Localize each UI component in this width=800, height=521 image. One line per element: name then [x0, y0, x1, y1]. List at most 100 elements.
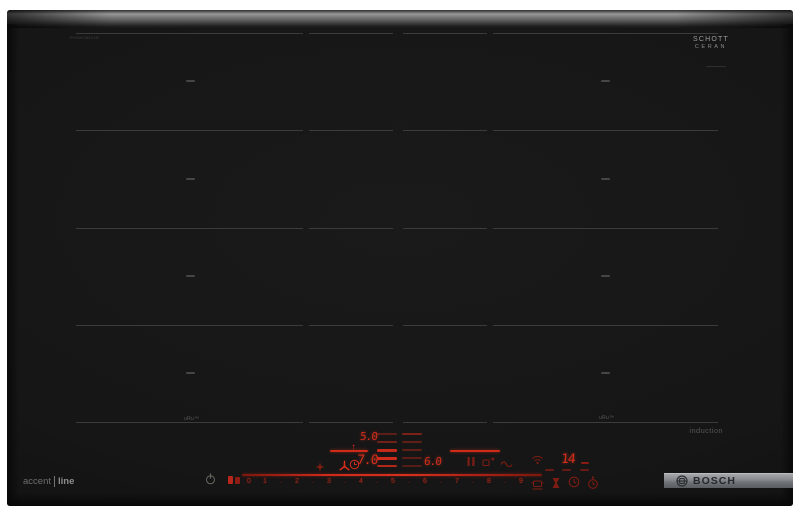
- slider-label[interactable]: ·: [343, 478, 347, 487]
- zone-line: [403, 228, 487, 229]
- zone-line: [493, 422, 718, 423]
- level-bar: [402, 465, 422, 467]
- flex-zone-icon[interactable]: [227, 475, 241, 486]
- power-slider[interactable]: [242, 474, 542, 476]
- pause-icon[interactable]: [466, 456, 476, 467]
- slider-label[interactable]: ·: [503, 478, 507, 487]
- active-zone-indicator: [330, 450, 368, 452]
- zone-line: [403, 33, 487, 34]
- arrow-up-icon[interactable]: ↑: [351, 442, 356, 453]
- slider-label[interactable]: 5: [391, 478, 395, 485]
- zone-line: [76, 130, 303, 131]
- power-slider-scale[interactable]: 0 1 · 2 · 3 · 4 · 5 · 6 · 7 · 8 · 9: [241, 478, 529, 487]
- zone-line: [309, 325, 393, 326]
- level-bar: [402, 441, 422, 443]
- bosch-anchor-icon: [676, 475, 688, 487]
- zone-line: [493, 325, 718, 326]
- front-zone-display: 7.0: [356, 453, 379, 468]
- right-zone-display: 6.0: [423, 455, 442, 468]
- zone-line: [493, 228, 718, 229]
- zone-line: [309, 422, 393, 423]
- zone-marker: [601, 275, 610, 277]
- level-bar: [402, 449, 422, 451]
- schott-ceran-logo: SCHOTT CERAN: [693, 36, 729, 50]
- level-bar: [377, 457, 397, 460]
- slider-label[interactable]: 2: [295, 478, 299, 485]
- clock-icon[interactable]: [568, 476, 580, 488]
- level-bar: [402, 457, 422, 459]
- slider-label[interactable]: ·: [439, 478, 443, 487]
- zone-line: [403, 130, 487, 131]
- zone-line: [309, 228, 393, 229]
- sparkle-icon[interactable]: [315, 462, 325, 472]
- rear-zone-display: 5.0: [359, 430, 378, 443]
- slider-label[interactable]: 0: [247, 478, 251, 485]
- slider-label[interactable]: ·: [311, 478, 315, 487]
- induction-label: induction: [689, 426, 723, 435]
- zone-marker: [186, 178, 195, 180]
- bosch-logo-bar: BOSCH: [664, 473, 793, 488]
- slider-label[interactable]: 7: [455, 478, 459, 485]
- schott-text: SCHOTT: [693, 36, 729, 43]
- zone-marker: [186, 275, 195, 277]
- stopwatch-icon[interactable]: [587, 476, 599, 489]
- power-icon[interactable]: [205, 473, 216, 485]
- top-bevel-edge: [7, 10, 793, 28]
- slider-label[interactable]: ·: [471, 478, 475, 487]
- accent-line-divider: [54, 476, 55, 487]
- slider-label[interactable]: 4: [359, 478, 363, 485]
- zone-marker: [186, 80, 195, 82]
- level-bar: [377, 449, 397, 452]
- slider-label[interactable]: 3: [327, 478, 331, 485]
- zone-line: [403, 325, 487, 326]
- zone-marker: [601, 372, 610, 374]
- zone-mark-right: uRu™: [599, 415, 615, 421]
- left-edge: [7, 24, 19, 506]
- slider-label[interactable]: 6: [423, 478, 427, 485]
- level-bar: [377, 465, 397, 467]
- timer-underline: [545, 469, 554, 471]
- slider-label[interactable]: 8: [487, 478, 491, 485]
- pot-detect-icon[interactable]: [531, 479, 544, 491]
- bottom-edge: [7, 492, 793, 506]
- hood-fan-icon[interactable]: [338, 460, 351, 473]
- keep-warm-icon[interactable]: [500, 459, 513, 468]
- zone-marker: [186, 372, 195, 374]
- ceran-text: CERAN: [694, 44, 728, 51]
- fine-print-mark: [706, 66, 726, 67]
- timer-display: 14: [560, 452, 576, 467]
- level-bar: [402, 433, 422, 435]
- zone-marker: [601, 178, 610, 180]
- induction-hob: PXV875DC1E SCHOTT CERAN: [7, 10, 793, 506]
- zone-line: [309, 130, 393, 131]
- zone-line: [76, 228, 303, 229]
- zone-line: [403, 422, 487, 423]
- slider-label[interactable]: ·: [279, 478, 283, 487]
- zone-line: [76, 422, 303, 423]
- line-text: line: [58, 476, 75, 487]
- right-edge: [781, 24, 793, 506]
- timer-underline: [580, 469, 589, 471]
- level-bar: [377, 441, 397, 443]
- accent-line-logo: accent line: [23, 476, 74, 487]
- slider-label[interactable]: ·: [375, 478, 379, 487]
- timer-underline: [562, 469, 571, 471]
- level-bar: [377, 433, 397, 435]
- slider-label[interactable]: ·: [407, 478, 411, 487]
- timer-select-icon[interactable]: [349, 459, 360, 470]
- accent-text: accent: [23, 476, 51, 487]
- wifi-icon[interactable]: [531, 454, 544, 465]
- zone-line: [309, 33, 393, 34]
- slider-label[interactable]: 1: [263, 478, 267, 485]
- zone-line: [76, 33, 303, 34]
- zone-mark-left: uRu™: [184, 416, 200, 422]
- bosch-text: BOSCH: [693, 475, 736, 487]
- active-zone-indicator: [450, 450, 500, 452]
- zone-marker: [601, 80, 610, 82]
- move-pot-icon[interactable]: [482, 456, 495, 467]
- egg-timer-icon[interactable]: [551, 477, 561, 489]
- timer-dash: [581, 462, 589, 464]
- slider-label[interactable]: 9: [519, 478, 523, 485]
- zone-line: [76, 325, 303, 326]
